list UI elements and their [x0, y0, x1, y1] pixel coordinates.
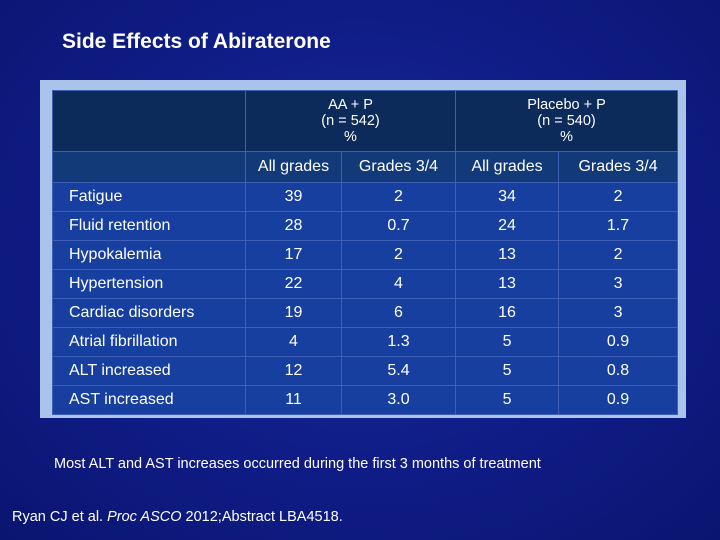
table-cell: 2: [558, 182, 679, 212]
group-header-row: AA + P (n = 542) % Placebo + P (n = 540)…: [52, 90, 679, 152]
sub-header: All grades: [455, 151, 560, 183]
sub-header-corner: [52, 151, 246, 183]
table-cell: 5.4: [340, 356, 457, 386]
table-cell: 5: [455, 356, 560, 386]
side-effects-table: AA + P (n = 542) % Placebo + P (n = 540)…: [52, 90, 679, 415]
table-cell: 11: [245, 385, 342, 415]
citation: Ryan CJ et al. Proc ASCO 2012;Abstract L…: [12, 509, 343, 525]
sub-header: Grades 3/4: [340, 151, 457, 183]
table-cell: 28: [245, 211, 342, 241]
footnote: Most ALT and AST increases occurred duri…: [54, 456, 541, 472]
sub-header: All grades: [245, 151, 342, 183]
group-header-aa: AA + P (n = 542) %: [244, 90, 457, 152]
table-cell: 3: [558, 298, 679, 328]
citation-authors: Ryan CJ et al.: [12, 509, 104, 525]
table-cell: 34: [455, 182, 560, 212]
citation-details: 2012;Abstract LBA4518.: [185, 509, 343, 525]
table-row: Fatigue 39 2 34 2: [52, 182, 679, 212]
sub-header-row: All grades Grades 3/4 All grades Grades …: [52, 151, 679, 183]
table-cell: 19: [245, 298, 342, 328]
table-row: ALT increased 12 5.4 5 0.8: [52, 356, 679, 386]
table-row: Fluid retention 28 0.7 24 1.7: [52, 211, 679, 241]
table-cell: 2: [558, 240, 679, 270]
table-cell: 0.7: [340, 211, 457, 241]
row-label: Atrial fibrillation: [52, 327, 246, 357]
table-cell: 0.9: [558, 327, 679, 357]
row-label: Fluid retention: [52, 211, 246, 241]
table-cell: 4: [340, 269, 457, 299]
table-cell: 0.9: [558, 385, 679, 415]
table-cell: 17: [245, 240, 342, 270]
table-cell: 1.3: [340, 327, 457, 357]
table-cell: 3.0: [340, 385, 457, 415]
table-row: Atrial fibrillation 4 1.3 5 0.9: [52, 327, 679, 357]
table-cell: 22: [245, 269, 342, 299]
table-cell: 5: [455, 327, 560, 357]
row-label: Hypertension: [52, 269, 246, 299]
table-cell: 1.7: [558, 211, 679, 241]
row-label: ALT increased: [52, 356, 246, 386]
citation-journal: Proc ASCO: [107, 509, 182, 525]
table-cell: 12: [245, 356, 342, 386]
table-cell: 24: [455, 211, 560, 241]
row-label: AST increased: [52, 385, 246, 415]
table-cell: 6: [340, 298, 457, 328]
table-row: Hypertension 22 4 13 3: [52, 269, 679, 299]
table-row: AST increased 11 3.0 5 0.9: [52, 385, 679, 415]
header-corner: [52, 90, 246, 152]
table-row: Cardiac disorders 19 6 16 3: [52, 298, 679, 328]
slide-title: Side Effects of Abiraterone: [62, 30, 331, 53]
sub-header: Grades 3/4: [558, 151, 679, 183]
table-cell: 4: [245, 327, 342, 357]
table-cell: 2: [340, 240, 457, 270]
table-cell: 2: [340, 182, 457, 212]
table-cell: 39: [245, 182, 342, 212]
table-cell: 3: [558, 269, 679, 299]
row-label: Fatigue: [52, 182, 246, 212]
row-label: Cardiac disorders: [52, 298, 246, 328]
table-row: Hypokalemia 17 2 13 2: [52, 240, 679, 270]
group-header-placebo: Placebo + P (n = 540) %: [455, 90, 679, 152]
table-cell: 0.8: [558, 356, 679, 386]
table-cell: 13: [455, 240, 560, 270]
table-cell: 13: [455, 269, 560, 299]
table-cell: 16: [455, 298, 560, 328]
row-label: Hypokalemia: [52, 240, 246, 270]
table-cell: 5: [455, 385, 560, 415]
